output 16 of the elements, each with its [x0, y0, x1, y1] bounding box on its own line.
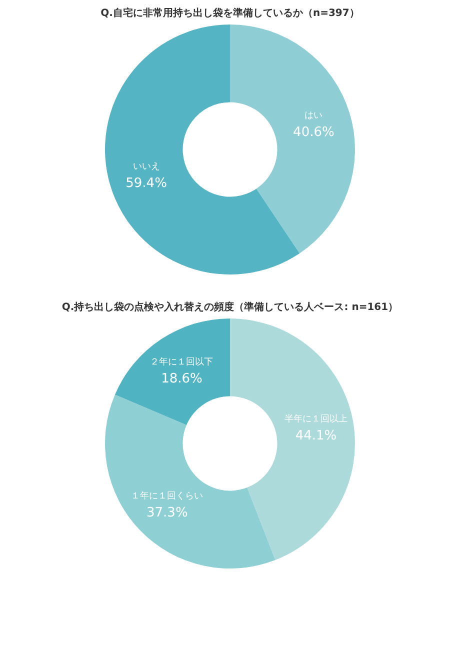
- data-label: 59.4%: [126, 176, 167, 191]
- chart-title: Q.自宅に非常用持ち出し袋を準備しているか（n=397）: [100, 7, 360, 19]
- slice-label: いいえ: [132, 162, 160, 172]
- slice-label: はい: [304, 111, 323, 122]
- data-label: 37.3%: [146, 505, 188, 520]
- donut-slice: [230, 318, 355, 560]
- data-label: 18.6%: [161, 372, 202, 387]
- chart-title: Q.持ち出し袋の点検や入れ替えの頻度（準備している人ベース: n=161）: [62, 301, 398, 313]
- data-label: 40.6%: [293, 125, 334, 140]
- slice-label: ２年に１回以下: [150, 356, 214, 368]
- donut-slice: [114, 318, 230, 426]
- slice-label: 半年に１回以上: [284, 413, 348, 424]
- slice-label: １年に１回くらい: [131, 490, 204, 502]
- donut-slice: [105, 394, 276, 568]
- data-label: 44.1%: [295, 428, 337, 444]
- donut-slice: [230, 24, 355, 254]
